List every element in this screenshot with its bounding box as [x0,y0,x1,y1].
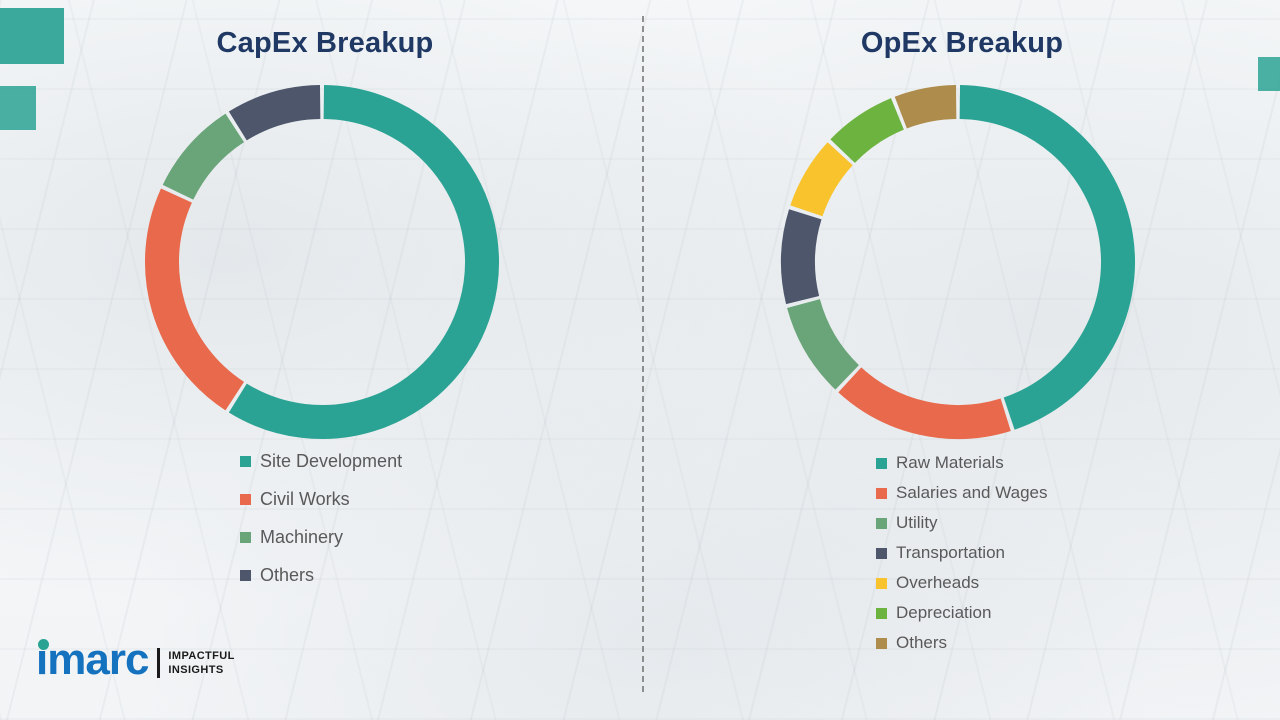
legend-item: Transportation [876,542,1048,564]
legend-item: Machinery [240,526,402,549]
logo-dot-icon [38,639,49,650]
legend-item: Raw Materials [876,452,1048,474]
donut-segment-others [228,85,321,141]
legend-item: Salaries and Wages [876,482,1048,504]
legend-swatch-icon [876,547,887,559]
center-dashed-divider [642,16,644,692]
legend-swatch-icon [240,456,251,467]
imarc-logo: imarc IMPACTFUL INSIGHTS [36,638,235,682]
legend-swatch-icon [876,487,887,499]
legend-item: Others [876,632,1048,654]
donut-segment-utility [787,298,860,390]
logo-tagline-line2: INSIGHTS [168,664,224,676]
donut-segment-overheads [790,142,853,217]
donut-segment-depreciation [830,98,905,164]
legend-swatch-icon [876,607,887,619]
opex-legend: Raw Materials Salaries and Wages Utility Tr… [876,452,1048,662]
donut-segment-others [894,85,957,129]
legend-label: Others [896,633,948,652]
legend-swatch-icon [876,517,887,529]
legend-label: Overheads [896,573,980,592]
legend-label: Depreciation [896,603,992,622]
legend-label: Machinery [260,527,344,547]
legend-swatch-icon [240,494,251,505]
legend-label: Site Development [260,451,403,471]
donut-segment-machinery [162,113,245,201]
opex-chart-title: OpEx Breakup [860,27,1064,59]
capex-chart-title: CapEx Breakup [216,27,434,59]
legend-item: Civil Works [240,488,402,511]
background-teal-block-right [1258,57,1280,91]
legend-swatch-icon [240,532,251,543]
logo-brand-text: imarc [36,635,149,684]
donut-segment-civil-works [145,188,245,411]
donut-segment-salaries-and-wages [838,367,1011,439]
legend-swatch-icon [876,457,887,469]
logo-separator [157,648,161,678]
legend-item: Overheads [876,572,1048,594]
legend-label: Salaries and Wages [896,483,1048,502]
logo-brand-word: imarc [36,635,149,684]
donut-segment-raw-materials [959,85,1136,430]
opex-donut-chart [778,82,1138,442]
legend-label: Civil Works [260,489,350,509]
donut-segment-transportation [781,209,822,305]
legend-swatch-icon [240,570,251,581]
capex-legend: Site Development Civil Works Machinery Othe… [240,450,402,602]
legend-item: Depreciation [876,602,1048,624]
legend-label: Transportation [896,543,1005,562]
legend-swatch-icon [876,637,887,649]
legend-item: Utility [876,512,1048,534]
legend-swatch-icon [876,577,887,589]
legend-item: Site Development [240,450,402,473]
legend-label: Raw Materials [896,453,1004,472]
background-teal-block-left [0,86,36,130]
legend-item: Others [240,564,402,587]
donut-segment-site-development [228,85,499,439]
legend-label: Others [260,565,315,585]
background-teal-block-top-left [0,8,64,64]
logo-tagline: IMPACTFUL INSIGHTS [168,649,234,678]
logo-tagline-line1: IMPACTFUL [168,649,235,662]
capex-donut-chart [142,82,502,442]
legend-label: Utility [896,513,938,532]
